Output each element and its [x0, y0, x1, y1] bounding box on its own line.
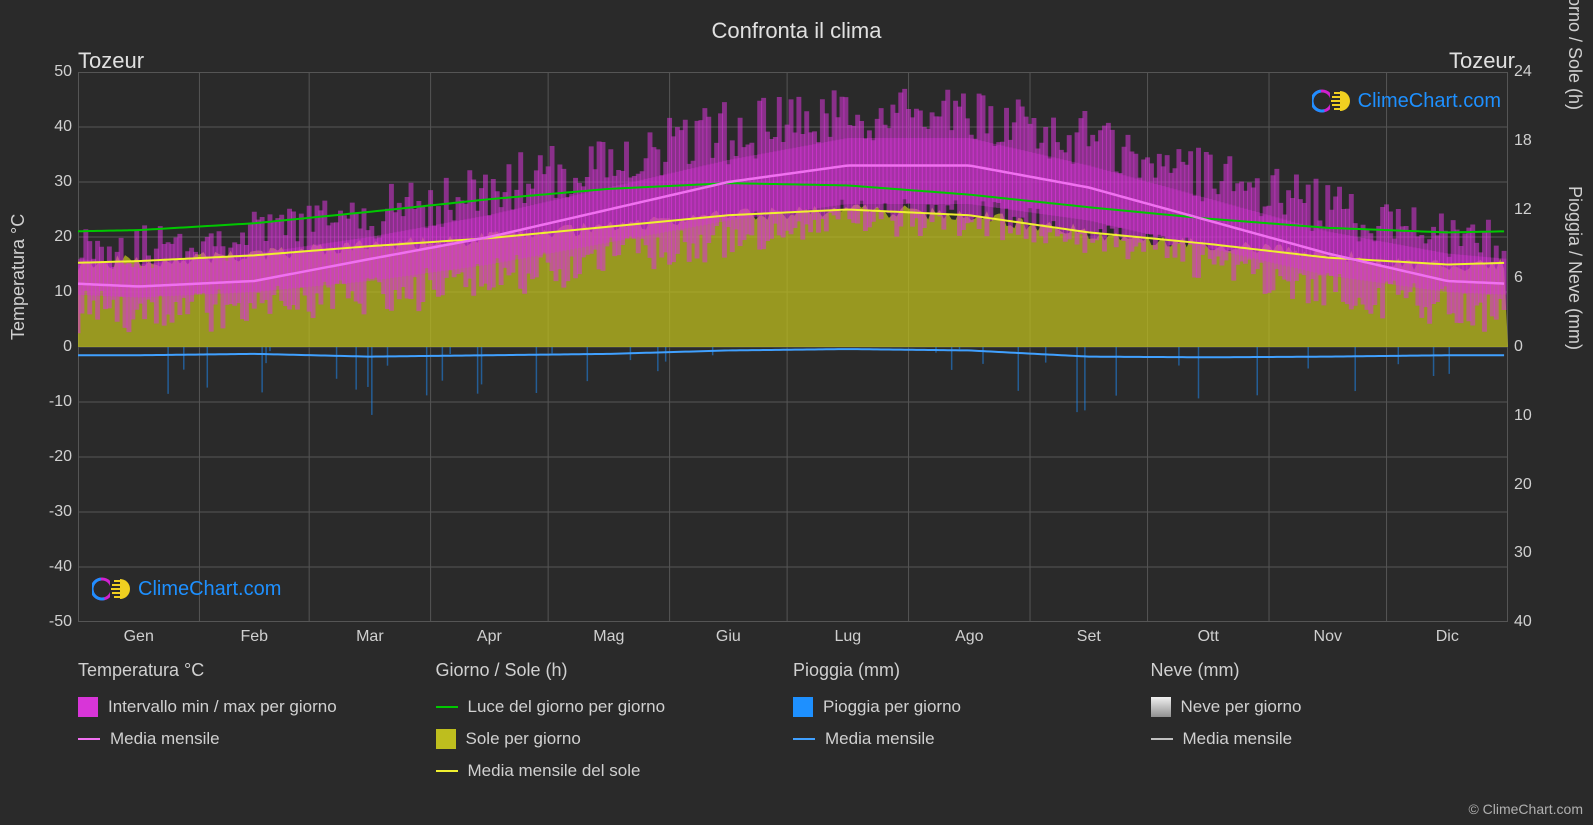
axis-tick: Lug: [834, 628, 861, 646]
plot-area: 50403020100-10-20-30-40-5024181260102030…: [78, 72, 1508, 622]
swatch-temp-range: [78, 697, 98, 717]
swatch-temp-mean: [78, 738, 100, 740]
axis-tick: Mag: [593, 628, 624, 646]
swatch-sun: [436, 729, 456, 749]
legend-item-rain-daily: Pioggia per giorno: [793, 697, 1151, 717]
legend-label: Media mensile del sole: [468, 761, 641, 781]
legend-label: Neve per giorno: [1181, 697, 1302, 717]
axis-tick: 24: [1514, 63, 1532, 81]
y-axis-right-label-bottom: Pioggia / Neve (mm): [1564, 186, 1585, 350]
legend-label: Media mensile: [110, 729, 220, 749]
legend-label: Media mensile: [1183, 729, 1293, 749]
axis-tick: 0: [1514, 338, 1523, 356]
axis-tick: Feb: [241, 628, 269, 646]
axis-tick: Dic: [1436, 628, 1459, 646]
axis-tick: 40: [1514, 613, 1532, 631]
axis-tick: 20: [1514, 476, 1532, 494]
axis-tick: Apr: [477, 628, 502, 646]
legend-label: Luce del giorno per giorno: [468, 697, 666, 717]
axis-tick: 18: [1514, 132, 1532, 150]
swatch-rain-mean: [793, 738, 815, 740]
legend-item-temp-mean: Media mensile: [78, 729, 436, 749]
legend-item-snow-daily: Neve per giorno: [1151, 697, 1509, 717]
legend-col-temp: Temperatura °C Intervallo min / max per …: [78, 660, 436, 781]
legend-label: Pioggia per giorno: [823, 697, 961, 717]
axis-tick: 30: [1514, 544, 1532, 562]
legend-header-rain: Pioggia (mm): [793, 660, 1151, 681]
legend-header-snow: Neve (mm): [1151, 660, 1509, 681]
legend-item-snow-mean: Media mensile: [1151, 729, 1509, 749]
axis-tick: Nov: [1314, 628, 1342, 646]
legend-header-temp: Temperatura °C: [78, 660, 436, 681]
swatch-snow-daily: [1151, 697, 1171, 717]
location-label-left: Tozeur: [78, 48, 144, 74]
axis-tick: -10: [49, 393, 72, 411]
axis-tick: Mar: [356, 628, 384, 646]
location-label-right: Tozeur: [1449, 48, 1515, 74]
climate-chart-container: Confronta il clima Tozeur Tozeur Tempera…: [0, 0, 1593, 825]
legend-item-temp-range: Intervallo min / max per giorno: [78, 697, 436, 717]
legend-col-rain: Pioggia (mm) Pioggia per giorno Media me…: [793, 660, 1151, 781]
swatch-sun-mean: [436, 770, 458, 772]
y-axis-left-label: Temperatura °C: [8, 214, 29, 340]
legend-item-rain-mean: Media mensile: [793, 729, 1151, 749]
axis-tick: 30: [54, 173, 72, 191]
plot-svg: [78, 72, 1508, 622]
axis-tick: 20: [54, 228, 72, 246]
axis-tick: -30: [49, 503, 72, 521]
axis-tick: Gen: [124, 628, 154, 646]
legend-item-daylight: Luce del giorno per giorno: [436, 697, 794, 717]
legend-item-sun: Sole per giorno: [436, 729, 794, 749]
axis-tick: 6: [1514, 269, 1523, 287]
axis-tick: Set: [1077, 628, 1101, 646]
swatch-snow-mean: [1151, 738, 1173, 740]
y-axis-right-label-top: Giorno / Sole (h): [1564, 0, 1585, 110]
axis-tick: 12: [1514, 201, 1532, 219]
axis-tick: 0: [63, 338, 72, 356]
legend-item-sun-mean: Media mensile del sole: [436, 761, 794, 781]
axis-tick: -40: [49, 558, 72, 576]
axis-tick: 10: [54, 283, 72, 301]
legend-col-snow: Neve (mm) Neve per giorno Media mensile: [1151, 660, 1509, 781]
legend-label: Intervallo min / max per giorno: [108, 697, 337, 717]
chart-title: Confronta il clima: [0, 18, 1593, 44]
axis-tick: 40: [54, 118, 72, 136]
axis-tick: -20: [49, 448, 72, 466]
legend-col-daysun: Giorno / Sole (h) Luce del giorno per gi…: [436, 660, 794, 781]
axis-tick: 10: [1514, 407, 1532, 425]
axis-tick: Ago: [955, 628, 983, 646]
legend: Temperatura °C Intervallo min / max per …: [78, 660, 1508, 781]
swatch-rain-daily: [793, 697, 813, 717]
legend-header-daysun: Giorno / Sole (h): [436, 660, 794, 681]
axis-tick: Ott: [1198, 628, 1219, 646]
axis-tick: Giu: [716, 628, 741, 646]
legend-label: Media mensile: [825, 729, 935, 749]
axis-tick: 50: [54, 63, 72, 81]
swatch-daylight: [436, 706, 458, 708]
legend-label: Sole per giorno: [466, 729, 581, 749]
axis-tick: -50: [49, 613, 72, 631]
credit-text: © ClimeChart.com: [1468, 801, 1583, 817]
